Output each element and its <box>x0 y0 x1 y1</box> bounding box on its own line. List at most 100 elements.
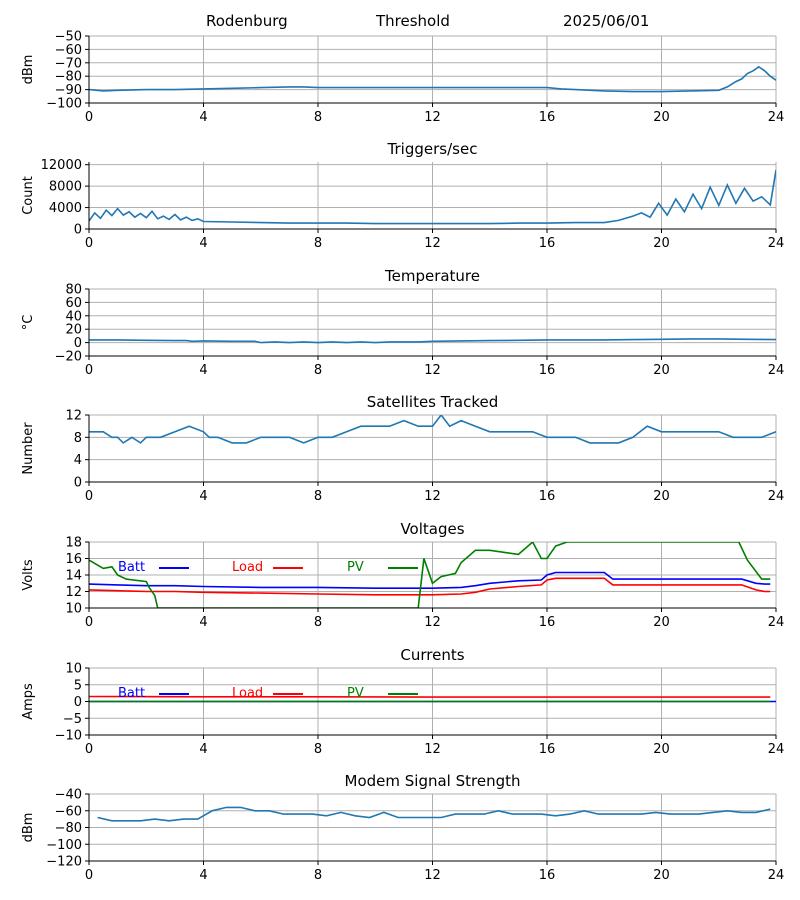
y-tick-label: −40 <box>55 788 82 803</box>
y-tick-label: −100 <box>46 838 82 853</box>
chart-title: Voltages <box>400 520 464 538</box>
x-tick-label: 0 <box>85 615 93 630</box>
x-tick-label: 12 <box>424 742 441 757</box>
threshold-chart: 0 4 8 12 16 20 24 −100−90−80−70−60−50 dBm <box>21 30 784 126</box>
x-tick-label: 20 <box>653 236 670 251</box>
satellites-chart: 0 4 8 12 16 20 24 0 4 8 12 Satellites Tracked Number <box>21 393 784 504</box>
y-axis-label: dBm <box>21 813 36 843</box>
voltages-series-load-line <box>89 577 771 596</box>
y-tick-label: 60 <box>65 296 82 311</box>
chart-title: Satellites Tracked <box>367 393 498 411</box>
y-tick-label: 4 <box>74 453 82 468</box>
y-tick-label: −120 <box>46 855 82 870</box>
x-tick-label: 12 <box>424 615 441 630</box>
x-tick-label: 12 <box>424 868 441 883</box>
x-tick-label: 20 <box>653 363 670 378</box>
y-axis-label: dBm <box>21 55 36 85</box>
x-tick-label: 24 <box>768 489 785 504</box>
header-date: 2025/06/01 <box>563 12 650 30</box>
x-tick-label: 4 <box>199 489 207 504</box>
x-tick-label: 8 <box>314 742 322 757</box>
y-tick-label: −10 <box>55 729 82 744</box>
y-tick-label: 4000 <box>49 201 82 216</box>
x-tick-label: 16 <box>539 236 556 251</box>
x-tick-label: 24 <box>768 110 785 125</box>
x-tick-label: 16 <box>539 363 556 378</box>
y-tick-label: −5 <box>63 712 82 727</box>
x-tick-label: 8 <box>314 868 322 883</box>
y-axis-label: Amps <box>21 683 36 720</box>
y-tick-label: 0 <box>74 476 82 491</box>
x-tick-label: 0 <box>85 489 93 504</box>
x-tick-label: 8 <box>314 236 322 251</box>
y-axis-label: Count <box>21 176 36 215</box>
chart-title: Currents <box>400 646 464 664</box>
chart-title: Modem Signal Strength <box>345 772 521 790</box>
y-tick-label: 10 <box>65 662 82 677</box>
y-tick-label: 12 <box>65 409 82 424</box>
y-tick-label: −70 <box>55 56 82 71</box>
x-tick-label: 20 <box>653 110 670 125</box>
currents-series-load-line <box>89 695 771 698</box>
legend-label-load: Load <box>232 560 263 575</box>
y-axis-label: Number <box>21 422 36 475</box>
x-tick-label: 4 <box>199 110 207 125</box>
y-tick-label: 0 <box>74 223 82 238</box>
modem-chart: 0 4 8 12 16 20 24 −120 −100 −80 −60−40 Modem Signal… <box>21 772 784 883</box>
x-tick-label: 20 <box>653 489 670 504</box>
y-tick-label: 8000 <box>49 180 82 195</box>
x-tick-label: 8 <box>314 110 322 125</box>
x-tick-label: 16 <box>539 868 556 883</box>
x-tick-label: 0 <box>85 363 93 378</box>
x-tick-label: 24 <box>768 615 785 630</box>
x-tick-label: 24 <box>768 868 785 883</box>
voltages-series-batt-line <box>89 571 771 590</box>
y-tick-label: −60 <box>55 804 82 819</box>
x-tick-label: 12 <box>424 110 441 125</box>
x-tick-label: 12 <box>424 489 441 504</box>
x-tick-label: 4 <box>199 615 207 630</box>
y-tick-label: 40 <box>65 309 82 324</box>
x-tick-label: 4 <box>199 742 207 757</box>
x-tick-label: 4 <box>199 236 207 251</box>
y-tick-label: −50 <box>55 30 82 45</box>
x-tick-label: 24 <box>768 236 785 251</box>
y-tick-label: 20 <box>65 323 82 338</box>
modem-series-0-line <box>97 806 771 822</box>
header-mode: Threshold <box>376 12 450 30</box>
legend-label-pv: PV <box>347 560 364 575</box>
x-tick-label: 4 <box>199 868 207 883</box>
x-tick-label: 16 <box>539 615 556 630</box>
x-tick-label: 24 <box>768 742 785 757</box>
y-tick-label: 18 <box>65 536 82 551</box>
x-tick-label: 20 <box>653 868 670 883</box>
y-tick-label: 8 <box>74 431 82 446</box>
chart-title: Temperature <box>384 267 480 285</box>
threshold-series-0-line <box>89 65 776 93</box>
triggers-series-0-line <box>89 169 776 225</box>
y-axis-label: °C <box>21 315 36 331</box>
x-tick-label: 0 <box>85 236 93 251</box>
y-tick-label: 12 <box>65 585 82 600</box>
y-tick-label: −90 <box>55 83 82 98</box>
satellites-series-0-line <box>89 415 776 444</box>
x-tick-label: 0 <box>85 742 93 757</box>
x-tick-label: 0 <box>85 868 93 883</box>
y-tick-label: 16 <box>65 552 82 567</box>
x-tick-label: 16 <box>539 110 556 125</box>
x-tick-label: 16 <box>539 489 556 504</box>
temperature-series-0-line <box>89 338 776 344</box>
y-tick-label: 10 <box>65 602 82 617</box>
x-tick-label: 8 <box>314 615 322 630</box>
y-tick-label: 5 <box>74 678 82 693</box>
y-axis-label: Volts <box>21 559 36 591</box>
x-tick-label: 12 <box>424 363 441 378</box>
x-tick-label: 8 <box>314 489 322 504</box>
triggers-chart: 0 4 8 12 16 20 24 0 4000 8000 12000 Triggers/sec Cou… <box>21 140 784 251</box>
x-tick-label: 0 <box>85 110 93 125</box>
